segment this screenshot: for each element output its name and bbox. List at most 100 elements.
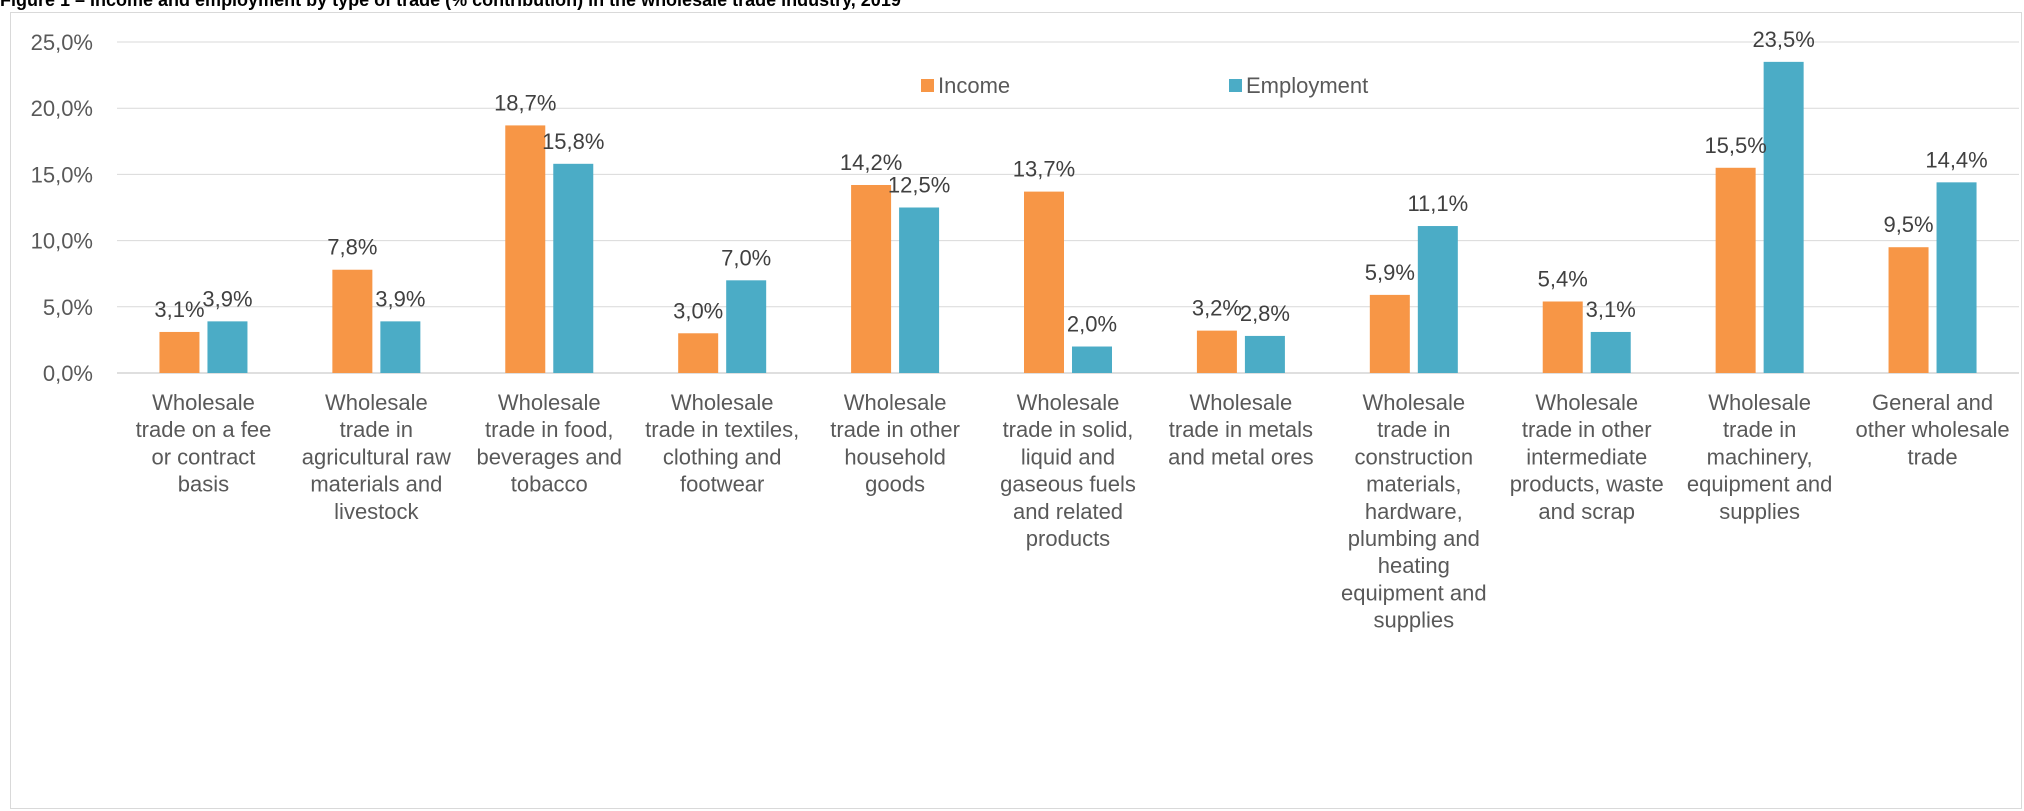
y-tick-label: 0,0% xyxy=(43,361,93,386)
bar-chart: 0,0%5,0%10,0%15,0%20,0%25,0% 3,1%3,9%7,8… xyxy=(31,27,2019,633)
category-label: liquid and xyxy=(1021,444,1115,469)
data-label: 2,0% xyxy=(1067,312,1117,337)
category-label: hardware, xyxy=(1365,499,1463,524)
category-label: trade in xyxy=(340,417,413,442)
category-label: trade in metals xyxy=(1169,417,1313,442)
bar-income xyxy=(1196,330,1237,373)
bar-employment xyxy=(1417,226,1458,373)
category-label: heating xyxy=(1378,553,1450,578)
bar-income xyxy=(505,125,546,373)
data-label: 15,8% xyxy=(542,129,604,154)
y-tick-label: 10,0% xyxy=(31,229,93,254)
bar-employment xyxy=(899,207,940,373)
category-label: tobacco xyxy=(511,472,588,497)
category-label: materials, xyxy=(1366,472,1461,497)
bar-income xyxy=(332,269,373,373)
bar-employment xyxy=(1590,331,1631,373)
data-label: 7,8% xyxy=(327,235,377,260)
bar-income xyxy=(1024,191,1064,373)
bar-income xyxy=(1369,294,1410,373)
category-label: supplies xyxy=(1719,499,1800,524)
gridlines xyxy=(117,41,2019,374)
data-label: 14,2% xyxy=(840,150,902,175)
data-labels: 3,1%3,9%7,8%3,9%18,7%15,8%3,0%7,0%14,2%1… xyxy=(154,27,1987,337)
bar-income xyxy=(1542,301,1583,373)
data-label: 11,1% xyxy=(1407,191,1468,216)
category-label: livestock xyxy=(334,499,419,524)
data-label: 23,5% xyxy=(1752,27,1814,52)
category-label: Wholesale xyxy=(498,390,601,415)
category-label: or contract xyxy=(151,444,255,469)
category-label: trade on a fee xyxy=(136,417,272,442)
category-label: and related xyxy=(1013,499,1123,524)
category-label: Wholesale xyxy=(844,390,947,415)
category-label: supplies xyxy=(1373,608,1454,633)
data-label: 18,7% xyxy=(494,90,556,115)
category-label: materials and xyxy=(310,472,442,497)
category-label: other wholesale xyxy=(1855,417,2009,442)
data-label: 3,1% xyxy=(154,297,204,322)
bar-employment xyxy=(726,280,767,373)
data-label: 12,5% xyxy=(888,173,950,198)
category-label: goods xyxy=(865,472,925,497)
category-label: basis xyxy=(178,472,229,497)
bars xyxy=(159,61,1977,374)
figure-title: Figure 1 – Income and employment by type… xyxy=(0,0,901,10)
data-label: 3,0% xyxy=(673,298,723,323)
category-label: footwear xyxy=(680,472,764,497)
data-label: 5,4% xyxy=(1538,267,1588,292)
bar-employment xyxy=(1072,346,1112,373)
y-axis-ticks: 0,0% 5,0% 10,0% 15,0% 20,0% 25,0% xyxy=(31,30,93,386)
category-label: agricultural raw xyxy=(302,444,451,469)
data-label: 15,5% xyxy=(1704,133,1766,158)
bar-income xyxy=(1888,247,1929,373)
category-label: Wholesale xyxy=(325,390,428,415)
category-label: Wholesale xyxy=(1362,390,1465,415)
category-label: products xyxy=(1026,526,1110,551)
bar-income xyxy=(851,184,892,373)
category-label: beverages and xyxy=(476,444,622,469)
legend-swatch-employment xyxy=(1229,79,1242,92)
category-label: trade in other xyxy=(830,417,960,442)
bar-income xyxy=(1715,167,1756,373)
category-label: Wholesale xyxy=(1535,390,1638,415)
category-label: trade in textiles, xyxy=(645,417,799,442)
data-label: 13,7% xyxy=(1013,157,1075,182)
bar-employment xyxy=(1936,182,1977,373)
data-label: 7,0% xyxy=(721,245,771,270)
y-tick-label: 5,0% xyxy=(43,295,93,320)
category-label: trade xyxy=(1907,444,1957,469)
category-label: household xyxy=(844,444,946,469)
legend-label-income: Income xyxy=(938,73,1010,98)
category-label: gaseous fuels xyxy=(1000,472,1136,497)
data-label: 3,1% xyxy=(1586,297,1636,322)
category-label: Wholesale xyxy=(152,390,255,415)
category-label: Wholesale xyxy=(1708,390,1811,415)
category-label: equipment and xyxy=(1687,472,1833,497)
category-label: construction xyxy=(1355,444,1474,469)
data-label: 2,8% xyxy=(1240,301,1290,326)
category-label: trade in xyxy=(1377,417,1450,442)
bar-income xyxy=(678,333,719,373)
data-label: 14,4% xyxy=(1925,147,1987,172)
category-label: trade in food, xyxy=(485,417,613,442)
category-label: trade in solid, xyxy=(1003,417,1134,442)
bar-employment xyxy=(553,163,594,373)
category-label: trade in xyxy=(1723,417,1796,442)
y-tick-label: 15,0% xyxy=(31,162,93,187)
category-label: clothing and xyxy=(663,444,782,469)
category-label: Wholesale xyxy=(671,390,774,415)
bar-employment xyxy=(1763,61,1804,374)
category-label: equipment and xyxy=(1341,580,1487,605)
category-label: machinery, xyxy=(1707,444,1813,469)
legend-swatch-income xyxy=(921,79,934,92)
bar-employment xyxy=(380,321,421,373)
bar-employment xyxy=(207,321,248,373)
category-label: products, waste xyxy=(1510,472,1664,497)
y-tick-label: 20,0% xyxy=(31,96,93,121)
bar-employment xyxy=(1244,335,1285,373)
chart-area: 0,0% 5,0% 10,0% 15,0% 20,0% 25,0% 3,1% 3,9% 7,8… xyxy=(10,12,2022,809)
category-label: intermediate xyxy=(1526,444,1647,469)
category-label: and scrap xyxy=(1538,499,1635,524)
